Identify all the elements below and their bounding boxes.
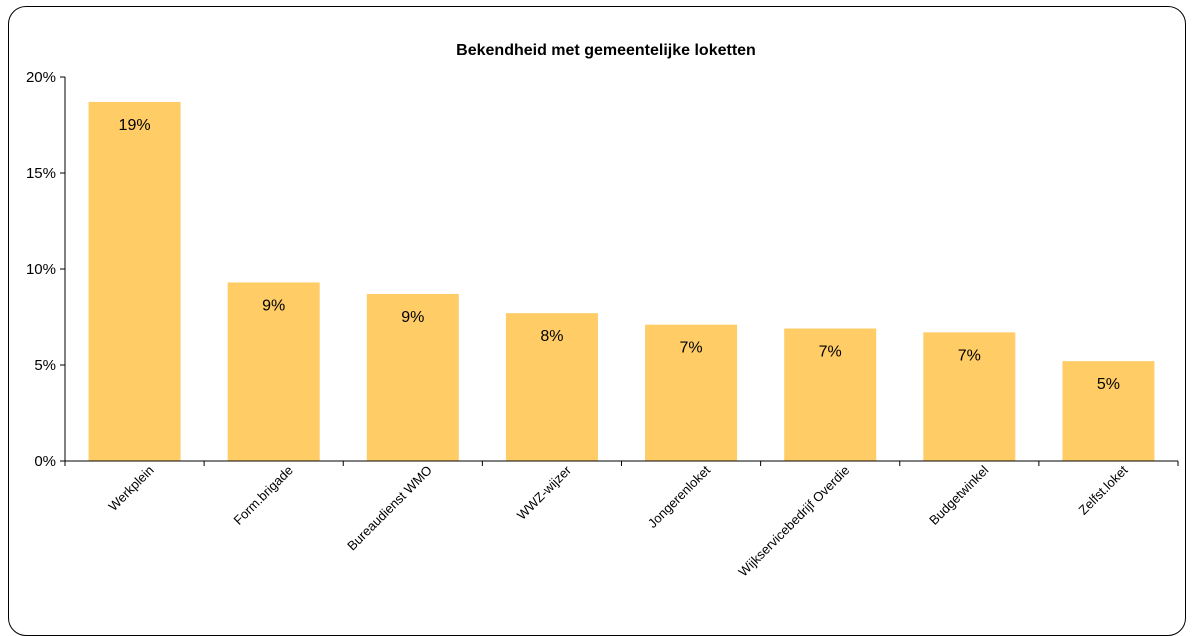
bars-layer: 19% 9% 9% 8% 7% 7% 7% 5% <box>88 101 1155 462</box>
data-label-6: 7% <box>958 347 981 364</box>
data-label-1: 9% <box>262 297 285 314</box>
data-label-3: 8% <box>540 328 563 345</box>
data-label-7: 5% <box>1097 376 1120 393</box>
x-tick-label-1: Form.brigade <box>231 463 296 528</box>
y-tick-label-1: 5% <box>34 357 56 374</box>
data-label-4: 7% <box>680 340 703 357</box>
bar-2 <box>366 293 459 461</box>
y-tick-label-2: 10% <box>26 261 56 278</box>
x-tick-label-3: WWZ-wijzer <box>514 462 575 523</box>
axis-layer: 0% 5% 10% 15% 20% Werkplein Form.brigade Bureau… <box>26 69 1179 580</box>
bar-3 <box>505 313 598 461</box>
y-tick-label-3: 15% <box>26 165 56 182</box>
x-tick-label-4: Jongerenloket <box>645 462 714 531</box>
bar-0 <box>88 101 181 462</box>
y-tick-label-4: 20% <box>26 69 56 86</box>
x-tick-label-6: Budgetwinkel <box>926 462 991 527</box>
bar-1 <box>227 282 320 461</box>
y-tick-label-0: 0% <box>34 453 56 470</box>
x-tick-label-5: Wijkservicebedrijf Overdie <box>735 463 852 580</box>
data-label-0: 19% <box>119 117 151 134</box>
bar-5 <box>784 328 877 461</box>
bar-6 <box>923 332 1016 461</box>
x-tick-label-2: Bureaudienst WMO <box>344 463 435 554</box>
x-tick-label-7: Zelfst.loket <box>1076 462 1131 517</box>
data-label-2: 9% <box>401 309 424 326</box>
chart-title: Bekendheid met gemeentelijke loketten <box>456 42 756 59</box>
data-label-5: 7% <box>819 344 842 361</box>
bar-4 <box>645 324 738 461</box>
x-tick-label-0: Werkplein <box>105 463 156 514</box>
bar-7 <box>1062 361 1155 461</box>
